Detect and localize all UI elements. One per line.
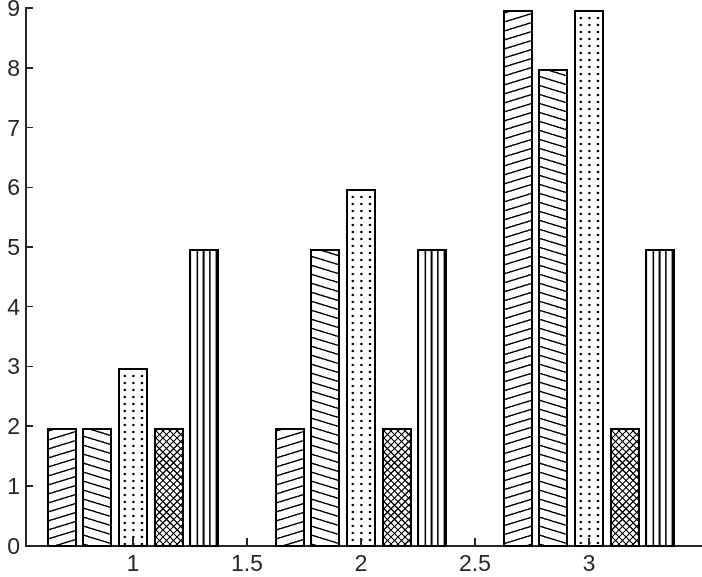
x-tick-label: 1 <box>126 550 140 576</box>
y-tick-mark <box>25 485 33 487</box>
y-tick-mark <box>25 246 33 248</box>
y-tick-mark <box>25 186 33 189</box>
x-tick-mark <box>474 537 476 546</box>
x-tick-label: 2.5 <box>459 550 491 576</box>
bar-group1-series-1-forward-diagonal-hatch <box>46 427 77 547</box>
y-tick-label: 7 <box>7 114 20 141</box>
x-tick-mark <box>132 537 134 546</box>
bar-group1-series-4-crosshatch <box>153 427 184 547</box>
bar-group3-series-3-dot-grid <box>574 9 604 547</box>
y-tick-mark <box>25 7 33 9</box>
bar-group3-series-4-crosshatch <box>609 427 640 547</box>
y-tick-label: 5 <box>7 234 20 260</box>
y-tick-mark <box>25 67 33 69</box>
bar-group2-series-2-backward-diagonal-hatch <box>310 248 341 547</box>
bar-group2-series-3-dot-grid <box>346 188 376 547</box>
y-tick-label: 2 <box>7 413 20 440</box>
x-tick-label: 1.5 <box>231 550 263 576</box>
bar-group1-series-2-backward-diagonal-hatch <box>82 427 113 547</box>
bar-group3-series-1-forward-diagonal-hatch <box>502 9 533 547</box>
bar-group2-series-1-forward-diagonal-hatch <box>274 427 305 547</box>
y-tick-mark <box>25 425 33 427</box>
x-tick-label: 3 <box>582 550 596 576</box>
y-tick-mark <box>25 126 33 129</box>
x-tick-mark <box>246 537 248 546</box>
bar-group3-series-2-backward-diagonal-hatch <box>538 69 569 547</box>
y-tick-label: 1 <box>7 472 20 499</box>
bar-group1-series-3-dot-grid <box>118 367 148 547</box>
bar-group2-series-5-vertical-lines <box>417 248 448 547</box>
y-tick-mark <box>25 365 33 368</box>
x-tick-mark <box>360 537 362 546</box>
y-tick-label: 0 <box>7 532 20 559</box>
y-tick-label: 9 <box>7 0 20 22</box>
x-tick-label: 2 <box>354 550 368 576</box>
bar-group1-series-5-vertical-lines <box>189 248 220 547</box>
y-tick-label: 8 <box>7 54 20 81</box>
y-tick-label: 4 <box>7 293 20 320</box>
bar-group2-series-4-crosshatch <box>381 427 412 547</box>
y-tick-label: 6 <box>7 174 20 201</box>
y-tick-label: 3 <box>7 353 20 380</box>
y-axis-line <box>25 9 27 547</box>
y-tick-mark <box>25 544 33 547</box>
bar-group3-series-5-vertical-lines <box>645 248 676 547</box>
x-tick-mark <box>588 537 590 546</box>
y-tick-mark <box>25 305 33 308</box>
